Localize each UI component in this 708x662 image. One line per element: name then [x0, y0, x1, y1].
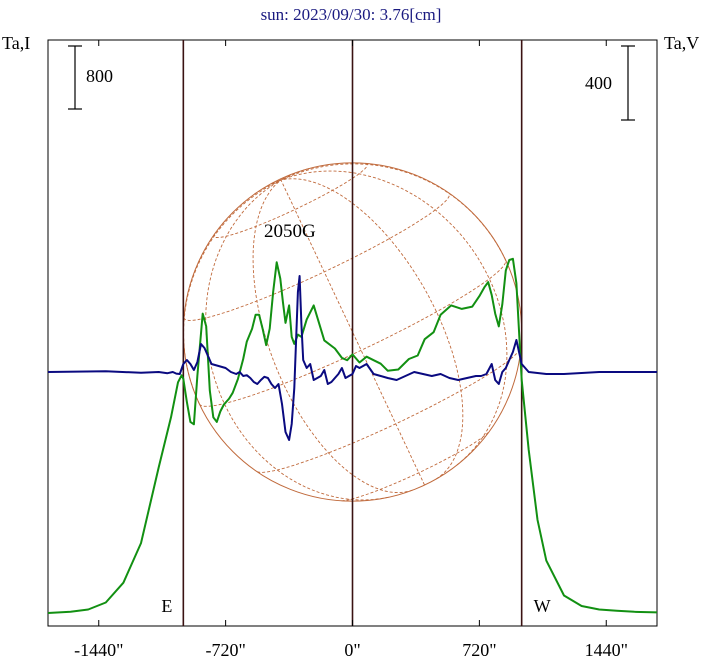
series-line-v	[47, 275, 657, 441]
x-axis-ticks: -1440" -720" 0" 720" 1440"	[74, 40, 628, 660]
latitude-line	[213, 162, 368, 239]
x-tick-label: -1440"	[74, 640, 123, 660]
series-layer	[47, 257, 658, 614]
scale-bar-left	[68, 45, 82, 110]
y-right-axis-label: Ta,V	[664, 33, 699, 53]
longitude-line	[280, 179, 425, 486]
x-tick-label: -720"	[205, 640, 245, 660]
latitude-line	[341, 430, 490, 502]
longitude-line	[253, 179, 282, 195]
longitude-line	[280, 163, 507, 261]
longitude-line	[252, 179, 413, 494]
longitude-line	[280, 168, 310, 181]
chart-title: sun: 2023/09/30: 3.76[cm]	[261, 5, 442, 24]
annotation-2050g: 2050G	[264, 221, 316, 242]
x-tick-label: 1440"	[585, 640, 628, 660]
longitude-line	[280, 170, 508, 466]
longitude-line	[280, 175, 289, 181]
limb-label-w: W	[534, 596, 551, 616]
x-tick-label: 0"	[344, 640, 360, 660]
scale-bar-right-label: 400	[585, 73, 612, 93]
limb-label-e: E	[161, 596, 172, 616]
y-left-axis-label: Ta,I	[2, 33, 30, 53]
longitude-line	[280, 178, 282, 181]
scale-bar-left-label: 800	[86, 66, 113, 86]
scale-bar-right	[621, 45, 635, 121]
longitude-line	[205, 179, 389, 501]
longitude-line	[280, 178, 464, 480]
longitude-line	[183, 179, 282, 405]
x-tick-label: 720"	[462, 640, 496, 660]
